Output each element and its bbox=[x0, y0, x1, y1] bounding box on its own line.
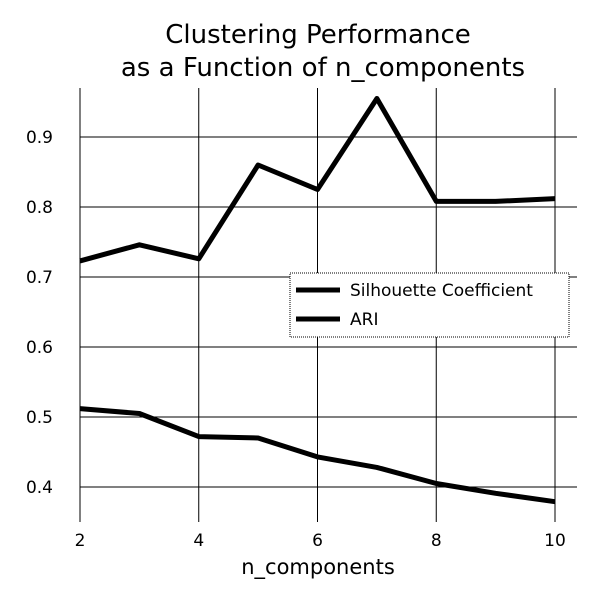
chart-title-line-1: Clustering Performance bbox=[165, 20, 471, 50]
y-tick-label-0-7: 0.7 bbox=[26, 268, 53, 288]
x-tick-label-10: 10 bbox=[544, 531, 566, 551]
x-tick-label-4: 4 bbox=[193, 531, 204, 551]
legend-label-ari: ARI bbox=[350, 310, 378, 330]
legend-label-silhouette-coefficient: Silhouette Coefficient bbox=[350, 281, 533, 301]
legend-box bbox=[289, 272, 570, 338]
chart-title-line-2: as a Function of n_components bbox=[121, 53, 525, 83]
x-tick-label-8: 8 bbox=[431, 531, 442, 551]
y-tick-label-0-8: 0.8 bbox=[26, 198, 53, 218]
x-axis-label: n_components bbox=[241, 555, 395, 580]
legend: Silhouette Coefficient ARI bbox=[289, 272, 570, 338]
series-lines bbox=[79, 96, 556, 505]
series-line-silhouette-coefficient bbox=[79, 96, 556, 264]
x-tick-label-2: 2 bbox=[75, 531, 86, 551]
tick-labels: 2 4 6 8 10 0.4 0.5 0.6 0.7 0.8 0.9 bbox=[26, 128, 566, 551]
y-tick-label-0-9: 0.9 bbox=[26, 128, 53, 148]
series-line-ari bbox=[79, 406, 556, 505]
x-tick-label-6: 6 bbox=[312, 531, 323, 551]
y-tick-label-0-5: 0.5 bbox=[26, 408, 53, 428]
y-tick-label-0-6: 0.6 bbox=[26, 338, 53, 358]
y-tick-label-0-4: 0.4 bbox=[26, 478, 53, 498]
